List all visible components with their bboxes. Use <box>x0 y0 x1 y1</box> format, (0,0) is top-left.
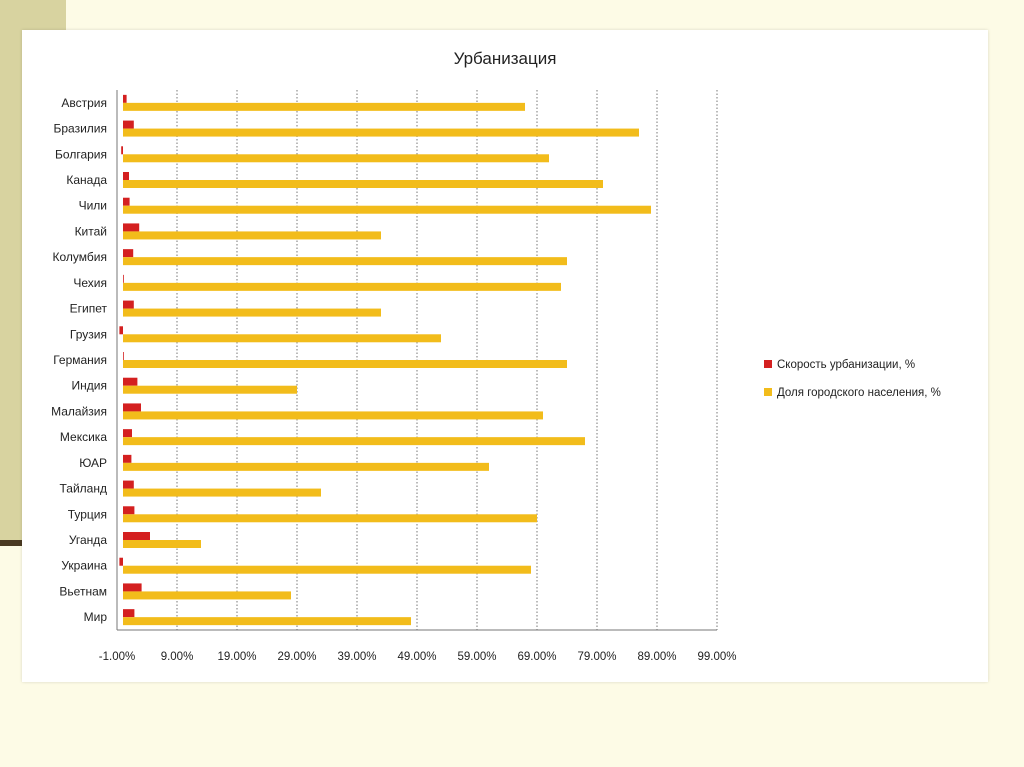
category-label: Индия <box>72 379 107 393</box>
bar-urban-share <box>123 514 537 523</box>
category-label: Бразилия <box>54 122 108 136</box>
bar-urban-share <box>123 180 603 188</box>
bar-urbanization-rate <box>123 506 135 515</box>
bar-urbanization-rate <box>121 146 123 155</box>
category-label: Германия <box>53 353 107 367</box>
bar-urbanization-rate <box>123 403 141 412</box>
category-label: Вьетнам <box>59 584 107 598</box>
bar-urban-share <box>123 617 411 626</box>
bar-urbanization-rate <box>123 120 134 129</box>
bar-urban-share <box>123 257 567 266</box>
x-tick-label: -1.00% <box>99 651 135 663</box>
category-label: Канада <box>66 173 107 187</box>
bar-urbanization-rate <box>119 326 123 335</box>
category-label: Австрия <box>61 96 107 110</box>
x-tick-label: 9.00% <box>161 651 194 663</box>
bar-urban-share <box>123 231 381 240</box>
bar-urbanization-rate <box>123 94 127 103</box>
x-tick-label: 59.00% <box>457 651 496 663</box>
bar-urban-share <box>123 308 381 317</box>
legend-entry: Скорость урбанизации, % <box>777 359 915 371</box>
bar-urban-share <box>123 540 201 548</box>
x-tick-label: 49.00% <box>397 651 436 663</box>
legend-swatch <box>764 388 772 396</box>
bar-urbanization-rate <box>123 377 138 386</box>
category-label: Чехия <box>73 276 107 290</box>
legend-entry: Доля городского населения, % <box>777 387 941 399</box>
urbanization-chart: Урбанизация Австрия Бразилия Болгария Канад… <box>51 49 941 663</box>
category-label: Уганда <box>69 533 108 547</box>
bar-urban-share <box>123 360 567 368</box>
bar-urbanization-rate <box>123 583 142 592</box>
chart-legend: Скорость урбанизации, % Доля городского н… <box>764 359 941 399</box>
category-labels: Австрия Бразилия Болгария Канада Чили Китай Ко… <box>51 96 107 624</box>
bar-urbanization-rate <box>119 557 123 566</box>
bar-urbanization-rate <box>123 274 124 283</box>
bar-urban-share <box>123 334 441 343</box>
bar-urbanization-rate <box>123 429 132 438</box>
bar-urban-share <box>123 591 291 600</box>
bar-urban-share <box>123 154 549 163</box>
x-tick-label: 69.00% <box>517 651 556 663</box>
bar-urban-share <box>123 462 489 471</box>
category-label: Мексика <box>60 430 107 444</box>
bar-urbanization-rate <box>123 249 134 258</box>
bar-urban-share <box>123 385 297 394</box>
category-label: Колумбия <box>53 250 107 264</box>
category-label: Египет <box>70 302 108 316</box>
x-tick-label: 29.00% <box>277 651 316 663</box>
bar-urbanization-rate <box>123 300 134 309</box>
bar-urban-share <box>123 102 525 111</box>
category-label: Турция <box>68 507 107 521</box>
category-label: Чили <box>79 199 107 213</box>
x-tick-labels: -1.00% 9.00% 19.00% 29.00% 39.00% 49.00% 59.00… <box>99 651 737 663</box>
bar-urbanization-rate <box>123 454 132 463</box>
bar-urban-share <box>123 205 651 214</box>
x-tick-label: 19.00% <box>217 651 256 663</box>
category-label: Украина <box>61 559 107 573</box>
x-tick-label: 99.00% <box>697 651 736 663</box>
bar-urbanization-rate <box>123 609 135 618</box>
legend-swatch <box>764 360 772 368</box>
bar-urban-share <box>123 565 531 574</box>
x-tick-label: 39.00% <box>337 651 376 663</box>
bar-urban-share <box>123 437 585 446</box>
bar-urban-share <box>123 488 321 497</box>
category-label: Китай <box>75 224 107 238</box>
category-label: Грузия <box>70 327 107 341</box>
bar-urbanization-rate <box>123 197 130 206</box>
bar-urban-share <box>123 282 561 291</box>
category-label: ЮАР <box>79 456 107 470</box>
bar-urbanization-rate <box>123 172 129 180</box>
bar-urban-share <box>123 128 639 137</box>
x-tick-label: 79.00% <box>577 651 616 663</box>
chart-title: Урбанизация <box>454 49 557 68</box>
category-label: Болгария <box>55 147 107 161</box>
category-label: Малайзия <box>51 404 107 418</box>
bar-urbanization-rate <box>123 480 134 489</box>
chart-bars <box>119 94 651 626</box>
bar-urbanization-rate <box>123 223 140 232</box>
bar-urbanization-rate <box>123 352 124 360</box>
bar-urban-share <box>123 411 543 420</box>
x-tick-label: 89.00% <box>637 651 676 663</box>
category-label: Тайланд <box>60 482 107 496</box>
chart-slide: Урбанизация Австрия Бразилия Болгария Канад… <box>22 30 988 682</box>
bar-urbanization-rate <box>123 532 150 540</box>
category-label: Мир <box>84 610 108 624</box>
